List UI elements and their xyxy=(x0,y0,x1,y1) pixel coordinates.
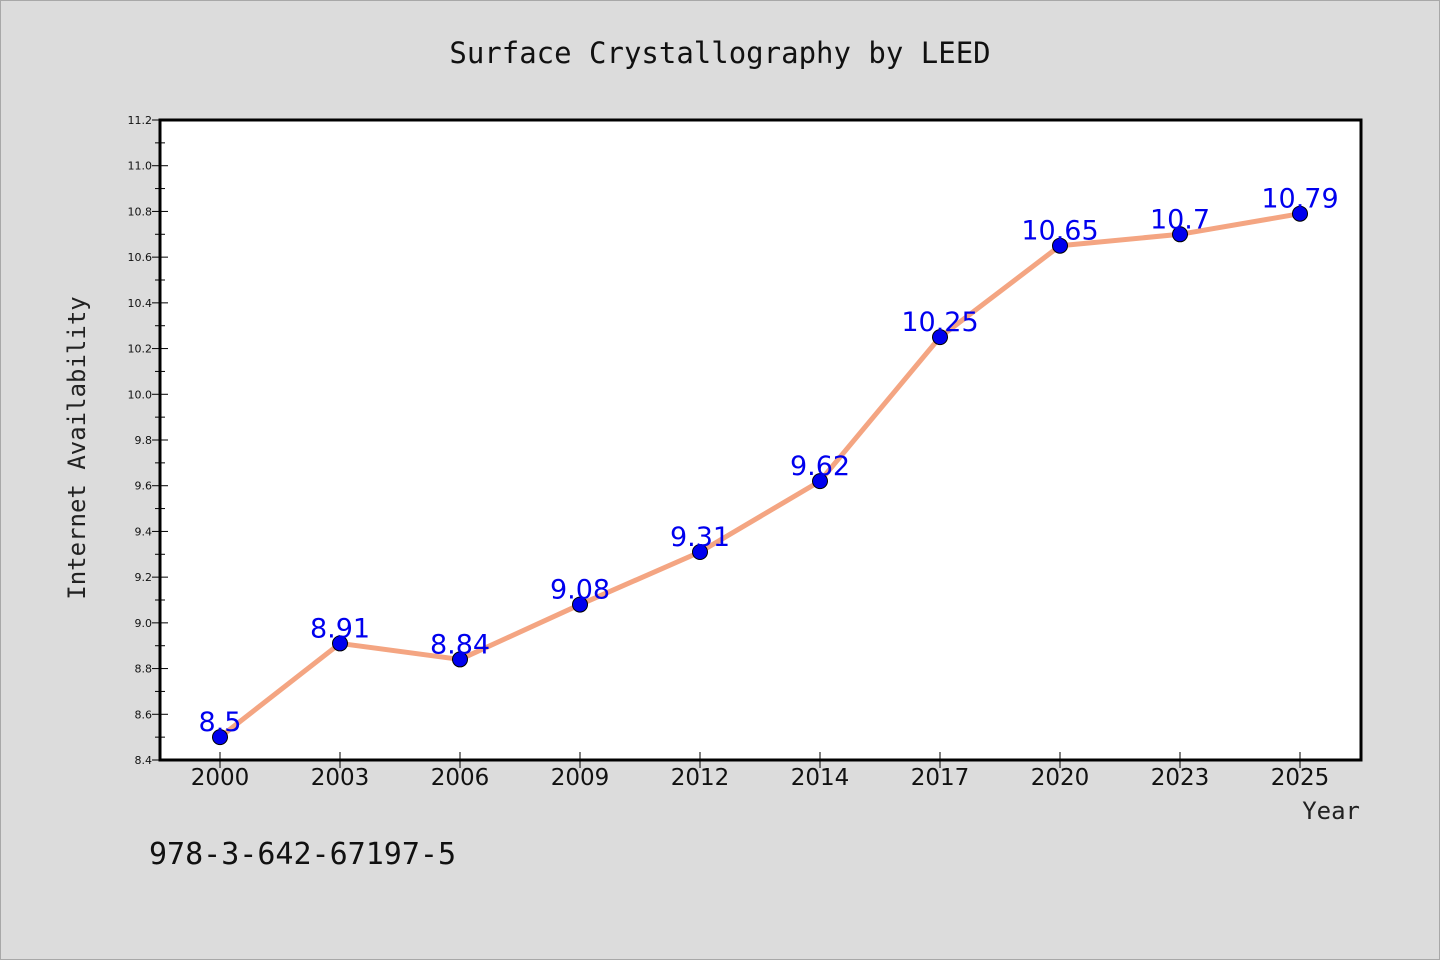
series-line xyxy=(217,211,1303,740)
y-tick-label: 8.4 xyxy=(135,754,153,767)
y-tick-label: 9.2 xyxy=(135,571,153,584)
y-axis: 8.4 8.6 8.8 9.0 9.2 9.4 9.6 9.8 10.0 10.2 10.4 10.6… xyxy=(128,114,168,767)
data-point xyxy=(1172,226,1188,243)
x-axis-label: Year xyxy=(1302,797,1360,825)
x-tick-label: 2006 xyxy=(431,765,490,791)
identifier-text: 978-3-642-67197-5 xyxy=(149,837,456,872)
y-tick-label: 10.6 xyxy=(128,251,153,264)
y-tick-label: 8.8 xyxy=(135,663,153,676)
y-tick-label: 11.2 xyxy=(128,114,153,127)
data-label: 10.25 xyxy=(901,307,978,338)
x-tick-label: 2003 xyxy=(311,765,370,791)
x-tick-label: 2014 xyxy=(791,765,850,791)
data-point xyxy=(692,544,708,560)
data-label: 8.5 xyxy=(199,707,242,738)
y-tick-label: 9.6 xyxy=(135,480,153,493)
y-tick-label: 10.0 xyxy=(128,388,153,401)
x-tick-label: 2000 xyxy=(191,765,250,791)
chart-title: Surface Crystallography by LEED xyxy=(449,36,990,70)
data-label: 8.91 xyxy=(310,613,370,644)
series-markers xyxy=(212,205,1308,746)
data-point xyxy=(1292,205,1308,222)
x-tick-label: 2020 xyxy=(1031,765,1090,791)
y-tick-label: 10.8 xyxy=(128,205,153,218)
data-label: 10.79 xyxy=(1261,184,1338,215)
data-point xyxy=(812,473,828,490)
y-tick-label: 10.2 xyxy=(128,343,153,356)
data-label: 10.7 xyxy=(1150,204,1210,235)
data-label: 10.65 xyxy=(1021,216,1098,247)
x-tick-label: 2017 xyxy=(911,765,970,791)
y-tick-label: 8.6 xyxy=(135,708,153,721)
y-axis-label: Internet Availability xyxy=(63,296,91,599)
x-tick-label: 2025 xyxy=(1271,765,1330,791)
data-point xyxy=(1052,237,1068,254)
y-tick-label: 11.0 xyxy=(128,160,153,173)
data-label: 9.08 xyxy=(550,575,610,606)
x-tick-label: 2009 xyxy=(551,765,610,791)
data-point xyxy=(572,596,588,613)
data-point xyxy=(332,635,348,652)
plot-area xyxy=(158,118,1363,762)
data-label: 9.31 xyxy=(670,522,730,553)
data-point xyxy=(932,329,948,346)
x-tick-label: 2023 xyxy=(1151,765,1210,791)
data-point xyxy=(212,729,228,746)
y-tick-label: 9.0 xyxy=(135,617,153,630)
x-axis: 2000 2003 2006 2009 2012 2014 2017 2020 2023 2025 xyxy=(191,752,1330,791)
data-label: 8.84 xyxy=(430,629,490,660)
y-tick-label: 9.8 xyxy=(135,434,153,447)
y-tick-label: 9.4 xyxy=(135,525,153,538)
data-point xyxy=(452,651,468,668)
data-labels: 8.5 8.91 8.84 9.08 9.31 9.62 10.25 10.65 10.7 10.… xyxy=(199,184,1339,738)
y-tick-label: 10.4 xyxy=(128,297,153,310)
x-tick-label: 2012 xyxy=(671,765,730,791)
data-label: 9.62 xyxy=(790,451,850,482)
